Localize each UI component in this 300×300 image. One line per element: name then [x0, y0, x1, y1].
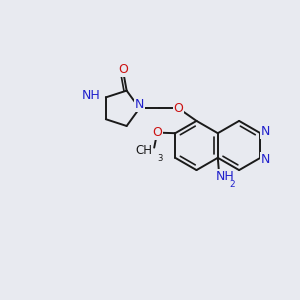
Text: NH: NH	[215, 170, 234, 183]
Text: N: N	[135, 98, 144, 111]
Text: N: N	[261, 153, 271, 166]
Text: N: N	[261, 125, 271, 138]
Text: 2: 2	[229, 180, 235, 189]
Text: O: O	[152, 126, 162, 139]
Text: 3: 3	[157, 154, 163, 163]
Text: O: O	[119, 63, 129, 76]
Text: CH: CH	[136, 143, 153, 157]
Text: O: O	[174, 102, 183, 115]
Text: NH: NH	[82, 89, 100, 102]
